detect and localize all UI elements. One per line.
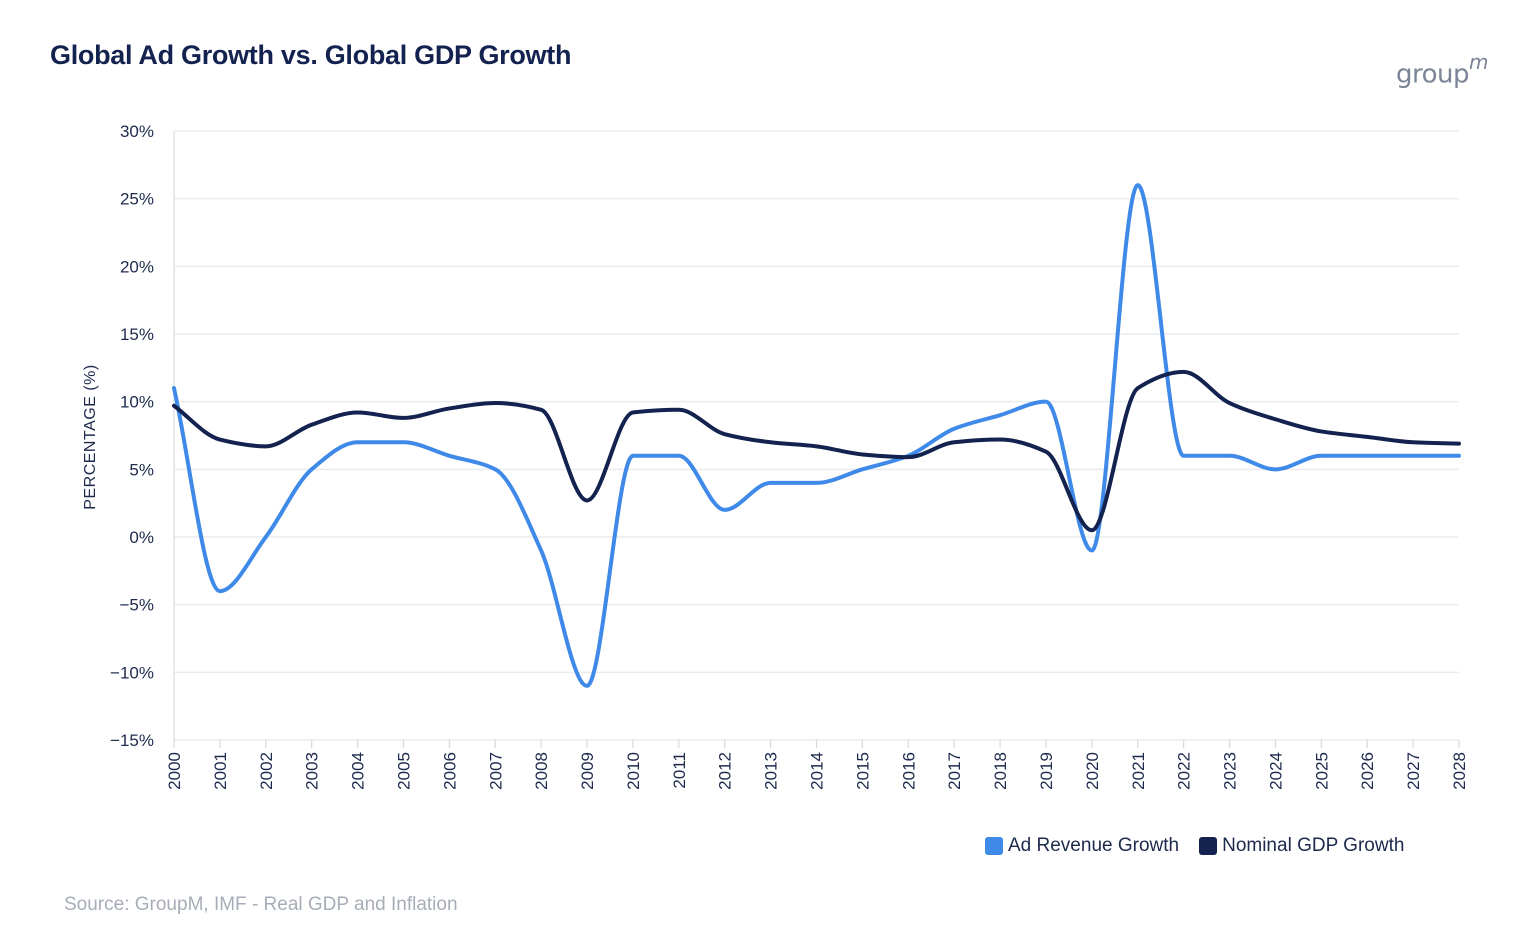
y-axis-label: PERCENTAGE (%) <box>82 364 99 509</box>
y-tick-label: 10% <box>120 393 154 412</box>
x-tick-label: 2000 <box>165 752 184 790</box>
legend-swatch-gdp <box>1199 837 1218 855</box>
x-tick-label: 2013 <box>762 752 781 790</box>
x-tick-label: 2022 <box>1175 752 1194 790</box>
x-tick-label: 2026 <box>1358 752 1377 790</box>
x-tick-label: 2018 <box>991 752 1010 790</box>
x-tick-label: 2002 <box>257 752 276 790</box>
x-tick-label: 2011 <box>670 752 689 789</box>
x-tick-label: 2008 <box>532 752 551 790</box>
groupm-logo: groupm <box>1396 50 1488 90</box>
x-tick-label: 2005 <box>394 752 413 790</box>
legend-swatch-ad-revenue <box>985 837 1003 855</box>
y-tick-label: −10% <box>110 663 154 682</box>
y-tick-label: −15% <box>110 731 154 750</box>
source-note: Source: GroupM, IMF - Real GDP and Infla… <box>64 894 458 915</box>
series-lines <box>172 183 1461 688</box>
nominal-gdp-growth-line <box>172 369 1461 533</box>
x-tick-label: 2024 <box>1266 752 1285 790</box>
y-tick-label: 30% <box>120 122 154 141</box>
x-tick-label: 2025 <box>1312 752 1331 790</box>
x-tick-label: 2004 <box>349 752 368 790</box>
legend: Ad Revenue Growth Nominal GDP Growth <box>985 835 1404 857</box>
x-tick-label: 2006 <box>440 752 459 790</box>
x-tick-label: 2003 <box>303 752 322 790</box>
x-axis-ticks: 2000 2001 2002 2003 2004 2005 2006 2007 2008 2009… <box>165 740 1469 790</box>
x-tick-label: 2017 <box>945 752 964 790</box>
x-tick-label: 2023 <box>1221 752 1240 790</box>
y-tick-label: 5% <box>129 460 154 479</box>
legend-label-ad-revenue: Ad Revenue Growth <box>1008 835 1180 856</box>
x-tick-label: 2021 <box>1129 752 1148 790</box>
x-tick-label: 2019 <box>1037 752 1056 790</box>
ad-revenue-growth-line <box>172 183 1461 688</box>
chart-title: Global Ad Growth vs. Global GDP Growth <box>50 40 572 70</box>
x-tick-label: 2016 <box>899 752 918 790</box>
x-tick-label: 2028 <box>1450 752 1469 790</box>
x-tick-label: 2012 <box>716 752 735 790</box>
grid-lines <box>173 130 1459 741</box>
x-tick-label: 2014 <box>808 752 827 790</box>
y-tick-label: 25% <box>120 190 154 209</box>
x-tick-label: 2027 <box>1404 752 1423 790</box>
legend-label-gdp: Nominal GDP Growth <box>1222 835 1405 856</box>
x-tick-label: 2020 <box>1083 752 1102 790</box>
y-tick-label: 0% <box>129 528 154 547</box>
x-tick-label: 2015 <box>853 752 872 790</box>
y-tick-label: 20% <box>120 257 154 276</box>
y-axis-ticks: 30% 25% 20% 15% 10% 5% 0% −5% −10% −15% <box>110 122 154 750</box>
x-tick-label: 2010 <box>624 752 643 790</box>
x-tick-label: 2009 <box>578 752 597 790</box>
x-tick-label: 2001 <box>211 752 230 790</box>
y-tick-label: −5% <box>120 596 155 615</box>
y-tick-label: 15% <box>120 325 154 344</box>
x-tick-label: 2007 <box>486 752 505 790</box>
